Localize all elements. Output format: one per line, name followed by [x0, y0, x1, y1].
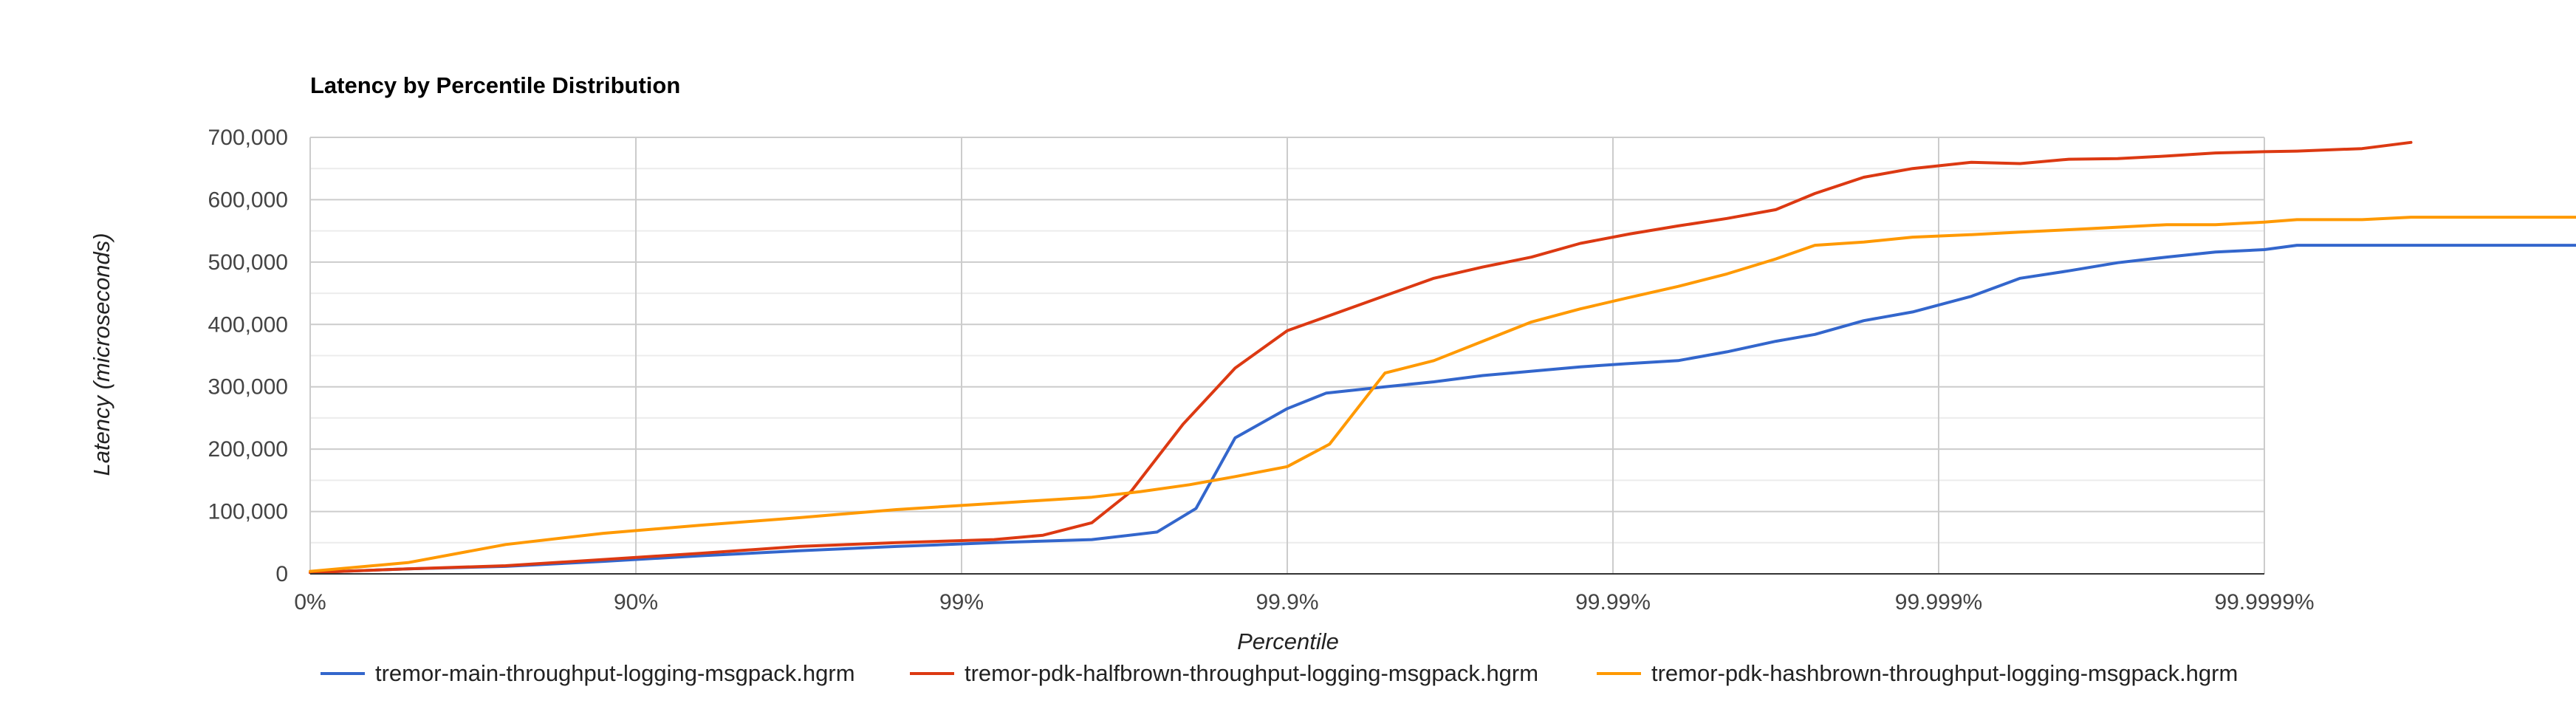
- legend-label-2: tremor-pdk-halfbrown-throughput-logging-…: [965, 660, 1538, 686]
- grid: [309, 137, 2265, 574]
- series-lines: [309, 140, 2576, 575]
- legend-label-3: tremor-pdk-hashbrown-throughput-logging-…: [1651, 660, 2238, 686]
- chart-title: Latency by Percentile Distribution: [310, 72, 680, 98]
- x-tick-label: 99.99%: [1575, 590, 1651, 614]
- y-tick-label: 700,000: [208, 126, 288, 150]
- y-tick-label: 300,000: [208, 375, 288, 400]
- y-tick-label: 200,000: [208, 437, 288, 462]
- y-axis-title: Latency (microseconds): [89, 233, 114, 476]
- x-tick-label: 99%: [939, 590, 984, 614]
- y-tick-label: 0: [275, 562, 288, 586]
- x-axis-title: Percentile: [1237, 628, 1339, 654]
- y-tick-label: 600,000: [208, 188, 288, 212]
- legend-label-1: tremor-main-throughput-logging-msgpack.h…: [375, 660, 855, 686]
- x-tick-label: 99.9999%: [2214, 590, 2314, 614]
- y-tick-label: 400,000: [208, 312, 288, 337]
- y-tick-label: 100,000: [208, 500, 288, 524]
- series-line-1: [309, 244, 2576, 575]
- x-tick-label: 99.999%: [1895, 590, 1982, 614]
- y-tick-label: 500,000: [208, 250, 288, 275]
- axes: 0 100,000 200,000 300,000 400,000 500,000 600,…: [208, 126, 2315, 614]
- x-tick-label: 99.9%: [1256, 590, 1318, 614]
- legend: tremor-main-throughput-logging-msgpack.h…: [321, 660, 2238, 686]
- series-line-3: [309, 216, 2576, 573]
- x-tick-label: 90%: [614, 590, 658, 614]
- series-line-2: [309, 140, 2413, 575]
- x-tick-label: 0%: [294, 590, 326, 614]
